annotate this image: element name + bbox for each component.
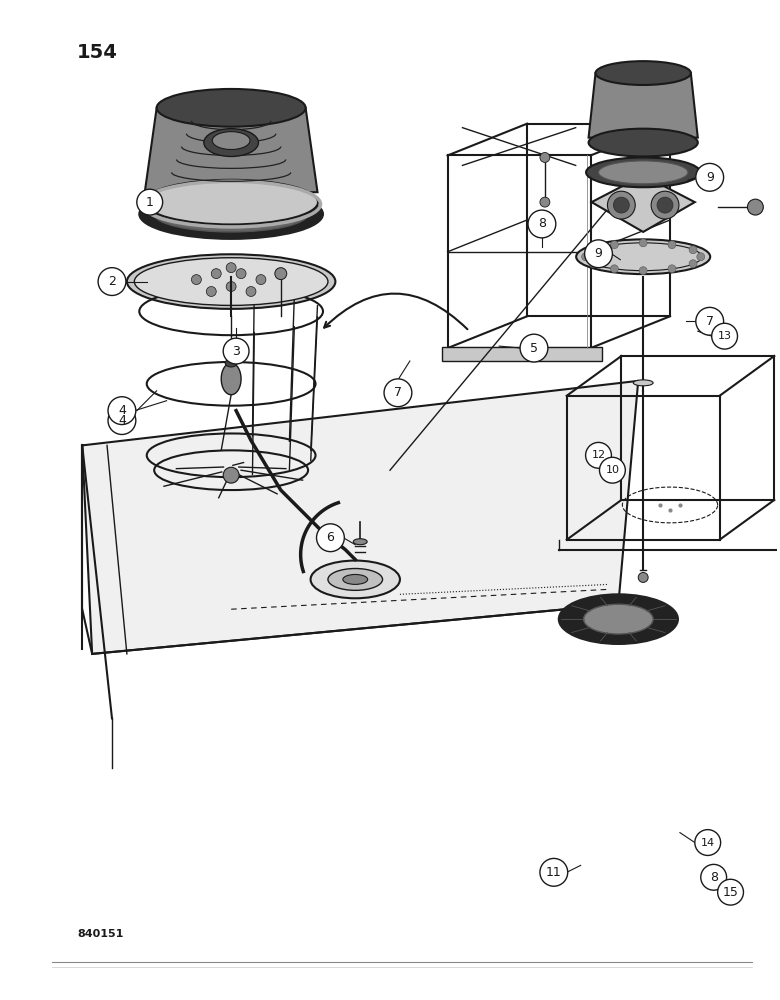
Circle shape	[697, 253, 705, 261]
Text: 6: 6	[327, 531, 335, 544]
Circle shape	[317, 524, 344, 552]
Text: 154: 154	[77, 43, 118, 62]
Ellipse shape	[353, 539, 367, 545]
Circle shape	[540, 152, 550, 162]
Circle shape	[275, 268, 287, 280]
Circle shape	[136, 189, 163, 215]
Text: 15: 15	[722, 886, 739, 899]
Circle shape	[223, 338, 249, 364]
Ellipse shape	[598, 161, 688, 184]
Text: 2: 2	[108, 275, 116, 288]
Circle shape	[689, 246, 697, 254]
Ellipse shape	[157, 89, 306, 127]
Polygon shape	[589, 73, 698, 138]
Circle shape	[590, 260, 597, 268]
Text: 8: 8	[710, 871, 718, 884]
Circle shape	[668, 241, 676, 249]
Circle shape	[236, 269, 246, 279]
Ellipse shape	[576, 239, 711, 274]
Circle shape	[590, 246, 597, 254]
Circle shape	[608, 191, 635, 219]
Circle shape	[528, 210, 556, 238]
Circle shape	[540, 858, 568, 886]
Text: 9: 9	[594, 247, 602, 260]
Circle shape	[613, 197, 629, 213]
Ellipse shape	[595, 61, 691, 85]
Circle shape	[657, 197, 673, 213]
Circle shape	[108, 407, 136, 434]
Ellipse shape	[343, 574, 367, 584]
Text: 5: 5	[530, 342, 538, 355]
Ellipse shape	[212, 132, 250, 150]
Text: 11: 11	[546, 866, 562, 879]
Ellipse shape	[154, 196, 308, 232]
Circle shape	[638, 572, 648, 582]
Text: 13: 13	[718, 331, 732, 341]
Ellipse shape	[586, 157, 700, 187]
Text: 10: 10	[605, 465, 619, 475]
Circle shape	[223, 467, 239, 483]
Circle shape	[211, 269, 222, 279]
Text: 3: 3	[232, 345, 240, 358]
Ellipse shape	[310, 561, 400, 598]
Circle shape	[226, 263, 236, 273]
Circle shape	[668, 265, 676, 273]
Circle shape	[718, 879, 743, 905]
FancyBboxPatch shape	[441, 347, 602, 361]
Circle shape	[747, 199, 764, 215]
Ellipse shape	[328, 569, 382, 590]
Circle shape	[711, 323, 738, 349]
Ellipse shape	[140, 189, 323, 239]
Text: 840151: 840151	[77, 929, 123, 939]
Circle shape	[640, 239, 647, 247]
Circle shape	[256, 275, 266, 285]
Ellipse shape	[558, 594, 678, 644]
Text: 4: 4	[118, 404, 126, 417]
Circle shape	[696, 307, 724, 335]
Circle shape	[98, 268, 126, 295]
Ellipse shape	[584, 243, 702, 271]
Circle shape	[611, 265, 619, 273]
Circle shape	[207, 287, 216, 296]
Circle shape	[586, 442, 612, 468]
Circle shape	[640, 267, 647, 275]
Text: 4: 4	[118, 414, 126, 427]
Ellipse shape	[204, 129, 258, 156]
Circle shape	[696, 163, 724, 191]
Ellipse shape	[633, 380, 653, 386]
Circle shape	[600, 457, 626, 483]
Circle shape	[108, 397, 136, 425]
Text: 1: 1	[146, 196, 154, 209]
Circle shape	[191, 275, 201, 285]
Text: 12: 12	[591, 450, 605, 460]
Ellipse shape	[225, 359, 237, 367]
Text: 9: 9	[706, 171, 714, 184]
Text: 14: 14	[700, 838, 714, 848]
Circle shape	[540, 197, 550, 207]
Circle shape	[246, 287, 256, 296]
Circle shape	[689, 260, 697, 268]
Circle shape	[584, 240, 612, 268]
Ellipse shape	[134, 258, 328, 305]
Circle shape	[700, 864, 727, 890]
Circle shape	[384, 379, 412, 407]
Text: 8: 8	[538, 217, 546, 230]
Text: 7: 7	[394, 386, 402, 399]
Polygon shape	[82, 381, 638, 654]
Circle shape	[520, 334, 548, 362]
Polygon shape	[145, 108, 317, 192]
Ellipse shape	[127, 254, 335, 309]
Ellipse shape	[144, 180, 318, 224]
Ellipse shape	[583, 604, 653, 634]
Ellipse shape	[589, 129, 698, 156]
Circle shape	[226, 282, 236, 291]
Ellipse shape	[222, 363, 241, 395]
Circle shape	[651, 191, 679, 219]
Polygon shape	[591, 175, 695, 232]
Text: 7: 7	[706, 315, 714, 328]
Circle shape	[611, 241, 619, 249]
Circle shape	[695, 830, 721, 855]
Circle shape	[582, 253, 590, 261]
